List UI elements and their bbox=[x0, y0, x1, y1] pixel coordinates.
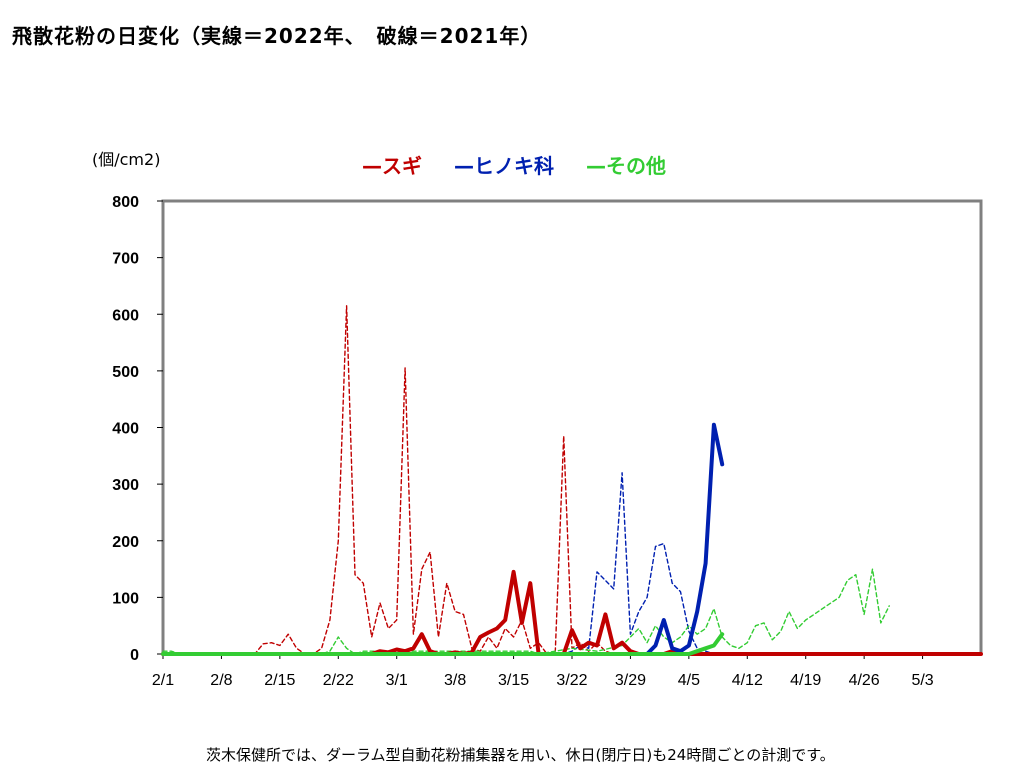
y-tick-label: 200 bbox=[112, 534, 139, 551]
x-tick-label: 4/19 bbox=[790, 672, 821, 689]
x-tick-label: 4/5 bbox=[678, 672, 700, 689]
x-tick-label: 4/12 bbox=[732, 672, 763, 689]
x-tick-label: 4/26 bbox=[849, 672, 880, 689]
series-line-2022-1 bbox=[620, 422, 725, 656]
x-tick-label: 2/8 bbox=[210, 672, 232, 689]
x-tick-label: 3/29 bbox=[615, 672, 646, 689]
y-tick-label: 300 bbox=[112, 477, 139, 494]
legend-item-hinoki: —ヒノキ科 bbox=[454, 154, 554, 178]
x-tick-label: 2/15 bbox=[264, 672, 295, 689]
legend: —スギ —ヒノキ科 —その他 bbox=[362, 150, 666, 179]
line-chart: 0 100 200 300 400 500 600 700 800 2/1 2/8 2/15 2/22 3… bbox=[112, 194, 983, 689]
y-tick-label: 100 bbox=[112, 590, 139, 607]
legend-item-other: —その他 bbox=[586, 154, 666, 178]
y-tick-label: 500 bbox=[112, 364, 139, 381]
x-tick-label: 2/1 bbox=[152, 672, 174, 689]
series-line-2021-4 bbox=[162, 472, 982, 655]
series-lines bbox=[161, 305, 983, 656]
y-axis-unit-label: (個/cm2) bbox=[92, 150, 161, 169]
chart-title: 飛散花粉の日変化（実線＝2022年、 破線＝2021年） bbox=[12, 24, 542, 48]
legend-item-sugi: —スギ bbox=[362, 154, 422, 178]
y-tick-label: 800 bbox=[112, 194, 139, 211]
x-tick-label: 3/1 bbox=[386, 672, 408, 689]
series-line-2022-2 bbox=[161, 632, 725, 656]
footnote: 茨木保健所では、ダーラム型自動花粉捕集器を用い、休日(閉庁日)も24時間ごとの計… bbox=[206, 746, 835, 764]
plot-frame bbox=[161, 199, 983, 656]
y-tick-label: 600 bbox=[112, 307, 139, 324]
x-tick-label: 5/3 bbox=[911, 672, 933, 689]
axis-ticks: 0 100 200 300 400 500 600 700 800 2/1 2/8 2/15 2/22 3… bbox=[112, 194, 933, 689]
x-tick-label: 3/8 bbox=[444, 672, 466, 689]
y-tick-label: 700 bbox=[112, 251, 139, 268]
series-line-2021-3 bbox=[162, 305, 982, 655]
x-tick-label: 3/15 bbox=[498, 672, 529, 689]
x-tick-label: 2/22 bbox=[323, 672, 354, 689]
series-line-2022-0 bbox=[161, 569, 983, 656]
y-tick-label: 0 bbox=[130, 647, 139, 664]
x-tick-label: 3/22 bbox=[556, 672, 587, 689]
y-tick-label: 400 bbox=[112, 421, 139, 438]
